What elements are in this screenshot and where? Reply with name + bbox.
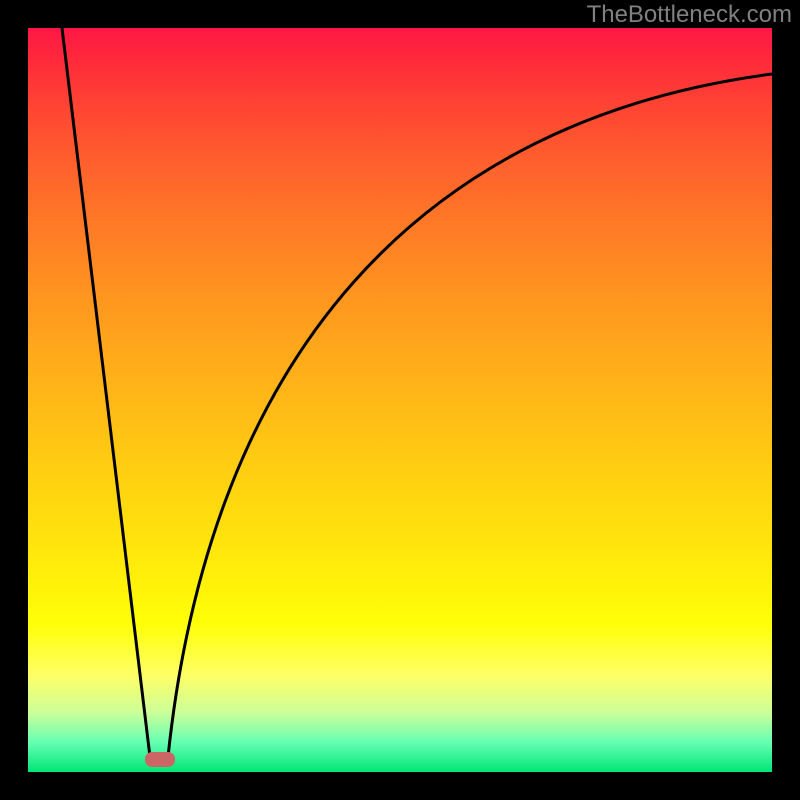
minimum-marker	[145, 752, 175, 767]
chart-container: TheBottleneck.com	[0, 0, 800, 800]
watermark-text: TheBottleneck.com	[587, 1, 792, 28]
bottleneck-chart: TheBottleneck.com	[0, 0, 800, 800]
